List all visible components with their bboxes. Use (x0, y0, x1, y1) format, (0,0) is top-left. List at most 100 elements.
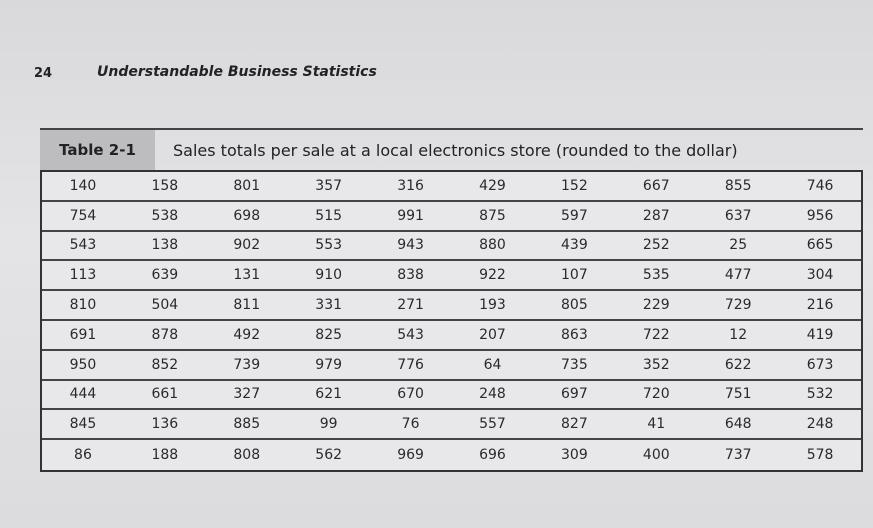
table-cell: 670 (397, 386, 424, 403)
table-cell: 158 (151, 177, 179, 194)
table-cell: 729 (724, 297, 752, 314)
table-cell: 811 (233, 297, 261, 314)
table-cell: 400 (642, 447, 670, 464)
table-cell: 444 (69, 386, 97, 403)
table-cell: 910 (315, 267, 343, 284)
table-cell: 622 (724, 356, 752, 373)
table-cell: 140 (69, 177, 97, 194)
table-cell: 838 (397, 267, 424, 284)
table-cell: 429 (479, 177, 506, 194)
table-grid: 140 158 801 357 316 429 152 667 855 746 754 538 698 5… (40, 170, 863, 472)
table-cell: 801 (233, 177, 261, 194)
table-cell: 637 (724, 207, 752, 224)
table-cell: 855 (724, 177, 752, 194)
table-cell: 316 (397, 177, 424, 194)
table-row: 86 188 808 562 969 696 309 400 737 578 (42, 440, 861, 470)
table-cell: 248 (806, 416, 834, 433)
table-cell: 956 (806, 207, 834, 224)
table-cell: 922 (479, 267, 506, 284)
table-cell: 578 (806, 447, 834, 464)
table-cell: 477 (724, 267, 752, 284)
table-cell: 746 (806, 177, 834, 194)
table-cell: 229 (642, 297, 670, 314)
table-cell: 352 (642, 356, 670, 373)
table-cell: 810 (69, 297, 97, 314)
table-row: 950 852 739 979 776 64 735 352 622 673 (42, 351, 861, 381)
table-cell: 136 (151, 416, 179, 433)
table-cell: 193 (479, 297, 506, 314)
table-cell: 538 (151, 207, 179, 224)
table-row: 691 878 492 825 543 207 863 722 12 419 (42, 321, 861, 351)
table-cell: 979 (315, 356, 343, 373)
table-cell: 419 (806, 326, 834, 343)
table-cell: 309 (561, 447, 588, 464)
table-cell: 207 (479, 326, 506, 343)
table-cell: 287 (642, 207, 670, 224)
table-cell: 943 (397, 237, 424, 254)
page-number: 24 (34, 66, 53, 81)
table-cell: 535 (642, 267, 670, 284)
table-cell: 138 (151, 237, 179, 254)
table-cell: 648 (724, 416, 752, 433)
table-cell: 331 (315, 297, 343, 314)
table-cell: 737 (724, 447, 752, 464)
table-row: 754 538 698 515 991 875 597 287 637 956 (42, 202, 861, 232)
table-cell: 696 (479, 447, 506, 464)
table-cell: 76 (401, 416, 420, 433)
table-cell: 562 (315, 447, 343, 464)
table-cell: 969 (397, 447, 424, 464)
table-cell: 875 (479, 207, 506, 224)
table-label: Table 2-1 (40, 130, 155, 170)
table-row: 444 661 327 621 670 248 697 720 751 532 (42, 381, 861, 411)
table-cell: 754 (69, 207, 97, 224)
table-cell: 808 (233, 447, 261, 464)
table-cell: 739 (233, 356, 261, 373)
table-row: 543 138 902 553 943 880 439 252 25 665 (42, 232, 861, 262)
table-cell: 665 (806, 237, 834, 254)
table-cell: 12 (729, 326, 748, 343)
table-cell: 863 (561, 326, 588, 343)
table-cell: 880 (479, 237, 506, 254)
table-cell: 188 (151, 447, 179, 464)
table-cell: 113 (69, 267, 97, 284)
table-row: 113 639 131 910 838 922 107 535 477 304 (42, 261, 861, 292)
table-cell: 697 (561, 386, 588, 403)
table-cell: 852 (151, 356, 179, 373)
table-cell: 827 (561, 416, 588, 433)
table-cell: 805 (561, 297, 588, 314)
table-cell: 661 (151, 386, 179, 403)
table-cell: 41 (647, 416, 666, 433)
table-cell: 99 (319, 416, 338, 433)
table-cell: 248 (479, 386, 506, 403)
table-cell: 152 (561, 177, 588, 194)
table-cell: 902 (233, 237, 261, 254)
table-cell: 327 (233, 386, 261, 403)
table-cell: 950 (69, 356, 97, 373)
table-cell: 597 (561, 207, 588, 224)
table-cell: 751 (724, 386, 752, 403)
table-caption: Table 2-1 Sales totals per sale at a loc… (40, 128, 863, 170)
table-cell: 543 (397, 326, 424, 343)
table-cell: 543 (69, 237, 97, 254)
table-cell: 64 (483, 356, 502, 373)
table-cell: 304 (806, 267, 834, 284)
running-title: Understandable Business Statistics (97, 64, 377, 80)
table-cell: 504 (151, 297, 179, 314)
table-cell: 271 (397, 297, 424, 314)
table-cell: 621 (315, 386, 343, 403)
table-cell: 722 (642, 326, 670, 343)
table-cell: 532 (806, 386, 834, 403)
table-cell: 878 (151, 326, 179, 343)
table-cell: 776 (397, 356, 424, 373)
table-cell: 698 (233, 207, 261, 224)
table-cell: 639 (151, 267, 179, 284)
table-cell: 86 (74, 447, 92, 464)
table-cell: 131 (233, 267, 261, 284)
table-cell: 885 (233, 416, 261, 433)
table-cell: 216 (806, 297, 834, 314)
table-cell: 691 (69, 326, 97, 343)
table-cell: 667 (642, 177, 670, 194)
table-cell: 991 (397, 207, 424, 224)
table-cell: 845 (69, 416, 97, 433)
table-row: 140 158 801 357 316 429 152 667 855 746 (42, 172, 861, 202)
